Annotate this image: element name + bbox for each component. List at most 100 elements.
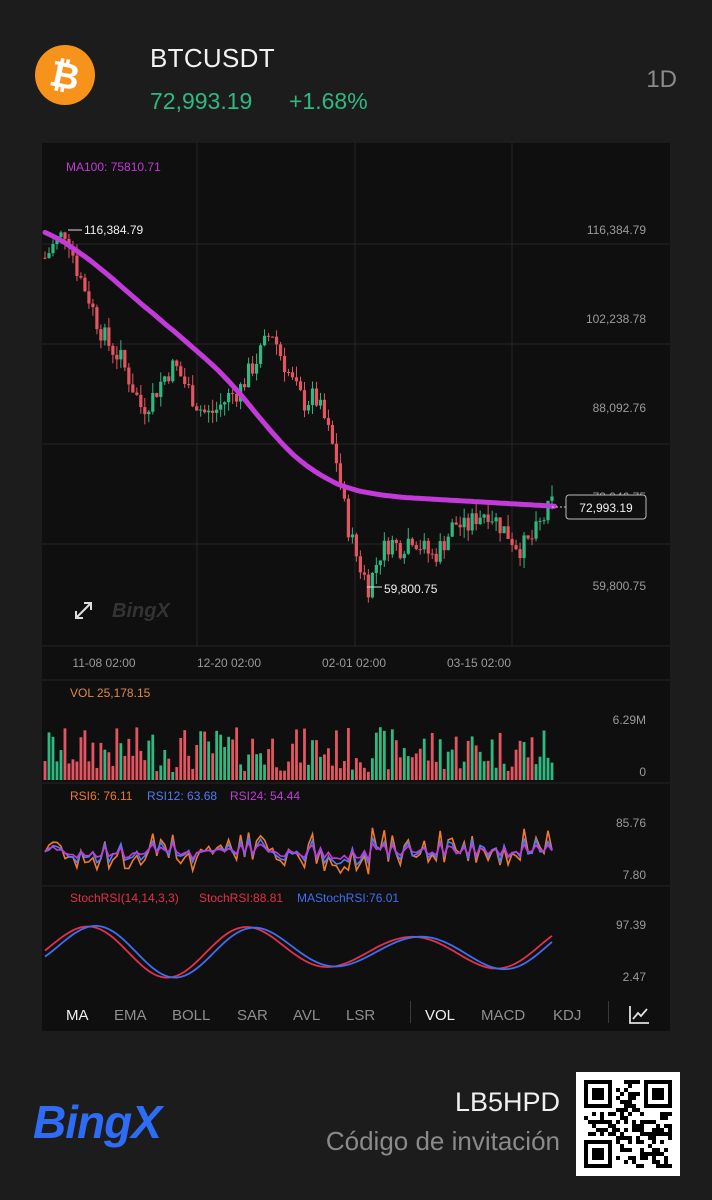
volume-bar-30 [163, 750, 167, 780]
qr-module [640, 1164, 644, 1168]
candle-body-48 [235, 393, 239, 402]
qr-module [628, 1112, 632, 1116]
candle-body-51 [246, 363, 251, 388]
candle-body-126 [546, 500, 550, 521]
candle-body-88 [394, 539, 398, 544]
volume-bar-127 [550, 762, 554, 780]
volume-bar-23 [135, 727, 139, 780]
qr-module [632, 1120, 636, 1124]
volume-bar-8 [75, 761, 79, 780]
y-tick-3: 88,092.76 [593, 401, 647, 415]
qr-module [652, 1152, 656, 1156]
high-marker: 116,384.79 [84, 223, 143, 237]
volume-bar-123 [534, 764, 538, 780]
candle-body-66 [306, 405, 311, 411]
volume-bar-108 [474, 745, 478, 780]
tab-kdj[interactable]: KDJ [553, 1007, 582, 1024]
tab-ema[interactable]: EMA [114, 1007, 147, 1024]
tab-macd[interactable]: MACD [481, 1007, 526, 1024]
candle-body-80 [362, 572, 366, 575]
qr-module [636, 1092, 640, 1096]
tab-avl[interactable]: AVL [293, 1007, 321, 1024]
volume-bar-94 [418, 748, 422, 780]
volume-bar-106 [466, 740, 470, 780]
qr-module [624, 1100, 628, 1104]
candle-body-72 [330, 424, 335, 444]
tab-sar[interactable]: SAR [237, 1007, 268, 1024]
qr-module [664, 1164, 668, 1168]
chart-settings-icon[interactable] [628, 1005, 650, 1025]
qr-module [652, 1140, 656, 1144]
volume-bar-84 [378, 727, 382, 780]
volume-bar-99 [438, 739, 442, 780]
qr-module [660, 1164, 664, 1168]
volume-bar-103 [454, 736, 458, 780]
qr-module [632, 1104, 636, 1108]
x-tick-3: 02-01 02:00 [322, 656, 386, 670]
candle-body-109 [478, 517, 482, 525]
candle-body-30 [163, 376, 167, 382]
volume-bar-92 [410, 757, 414, 780]
bingx-logo: BingX [33, 1096, 162, 1148]
qr-module [668, 1128, 672, 1132]
qr-module [620, 1092, 624, 1096]
candle-body-11 [87, 291, 91, 304]
volume-bar-44 [219, 734, 223, 780]
qr-module [628, 1100, 632, 1104]
qr-module [648, 1132, 652, 1136]
volume-bar-18 [115, 728, 119, 780]
candle-body-69 [318, 399, 323, 406]
candle-body-107 [470, 513, 474, 531]
qr-module [648, 1152, 652, 1156]
candle-body-18 [115, 354, 119, 360]
tab-ma[interactable]: MA [66, 1007, 89, 1024]
candle-body-27 [151, 393, 155, 412]
timeframe-label[interactable]: 1D [646, 66, 677, 93]
volume-bar-116 [506, 770, 510, 780]
x-tick-4: 03-15 02:00 [447, 656, 511, 670]
qr-module [608, 1124, 612, 1128]
volume-bar-58 [275, 767, 278, 780]
tab-lsr[interactable]: LSR [346, 1007, 376, 1024]
qr-module [652, 1120, 656, 1124]
volume-bar-73 [335, 730, 338, 780]
qr-module [640, 1148, 644, 1152]
expand-icon[interactable] [75, 602, 92, 619]
qr-module [636, 1124, 640, 1128]
candle-body-9 [79, 275, 83, 278]
qr-module [660, 1152, 664, 1156]
candle-body-32 [171, 360, 175, 382]
chart-panel[interactable]: MA100: 75810.71 116,384.79 102,238.78 88… [42, 143, 670, 1031]
candle-body-24 [139, 394, 143, 408]
qr-module [616, 1140, 620, 1144]
volume-bar-107 [470, 736, 474, 780]
candle-body-93 [414, 545, 418, 550]
tab-vol[interactable]: VOL [425, 1007, 456, 1024]
candle-body-105 [462, 517, 466, 528]
qr-module [624, 1088, 628, 1092]
qr-module [616, 1120, 620, 1124]
chart-canvas[interactable]: MA100: 75810.71 116,384.79 102,238.78 88… [42, 143, 670, 999]
qr-module [588, 1120, 592, 1124]
volume-bar-56 [267, 749, 270, 780]
qr-module [632, 1124, 636, 1128]
mastoch-value: MAStochRSI:76.01 [297, 891, 399, 905]
candle-body-71 [326, 418, 331, 425]
volume-bar-28 [155, 771, 159, 780]
candle-body-76 [346, 498, 351, 538]
low-marker: 59,800.75 [384, 582, 438, 596]
qr-module [616, 1156, 620, 1160]
volume-bar-22 [131, 755, 135, 780]
y-tick-5: 59,800.75 [593, 579, 647, 593]
volume-bar-72 [331, 765, 334, 780]
candle-body-59 [278, 344, 283, 357]
qr-finder-eye-bl [592, 1148, 604, 1160]
candle-body-57 [270, 336, 275, 338]
tab-boll[interactable]: BOLL [172, 1007, 211, 1024]
qr-module [656, 1124, 660, 1128]
qr-module [620, 1148, 624, 1152]
qr-module [636, 1136, 640, 1140]
qr-code[interactable] [576, 1072, 680, 1176]
qr-module [584, 1116, 588, 1120]
y-tick-1: 116,384.79 [587, 223, 646, 237]
